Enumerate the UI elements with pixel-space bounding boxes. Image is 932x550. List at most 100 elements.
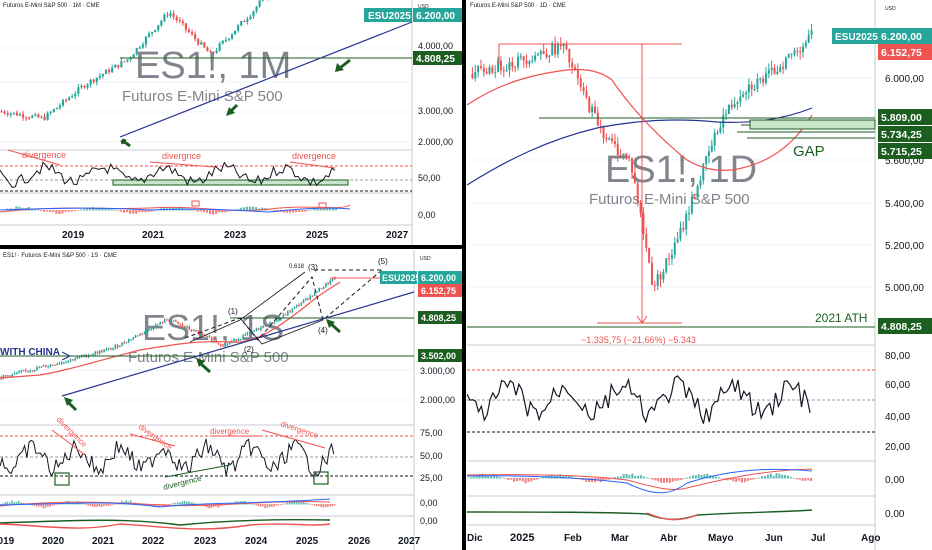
weekly-macd-bar xyxy=(33,504,36,506)
weekly-macd-bar xyxy=(114,503,116,505)
daily-macd-bar xyxy=(798,478,801,480)
daily-macd-bar xyxy=(714,476,717,479)
weekly-candle xyxy=(293,306,296,309)
daily-macd-bar xyxy=(738,478,741,481)
monthly-candles xyxy=(0,0,270,121)
monthly-macd-bar xyxy=(18,206,21,211)
monthly-chart-canvas[interactable]: ES1!, 1M Futuros E-Mini S&P 500 divergen… xyxy=(0,0,462,245)
daily-ma-tag xyxy=(878,44,932,60)
daily-macd-bar xyxy=(735,478,738,483)
daily-candle xyxy=(710,145,713,152)
daily-macd-bar xyxy=(648,478,651,479)
weekly-candle xyxy=(302,299,305,303)
weekly-candle xyxy=(217,342,220,344)
weekly-candle xyxy=(121,342,123,346)
weekly-macd-bar xyxy=(329,504,331,507)
monthly-candle xyxy=(86,84,89,88)
monthly-candle xyxy=(114,64,117,68)
daily-macd-bar xyxy=(614,477,617,479)
weekly-x-2026: 2026 xyxy=(348,536,371,547)
monthly-macd-bar xyxy=(79,209,83,211)
weekly-macd-bar xyxy=(42,504,45,509)
daily-ath-tag-label: 4.808,25 xyxy=(881,321,922,333)
monthly-macd-bar xyxy=(107,208,110,211)
monthly-macd-bar xyxy=(273,210,276,212)
monthly-candle xyxy=(169,13,172,16)
weekly-macd-bar xyxy=(13,501,16,505)
monthly-macd-bar xyxy=(122,210,126,213)
daily-macd-bar xyxy=(484,475,487,479)
weekly-macd-bar xyxy=(318,504,320,507)
daily-chart-canvas[interactable]: ES1!, 1D Futuros E-Mini S&P 500 −1.335,7… xyxy=(467,0,932,550)
monthly-macd-bar xyxy=(212,210,215,215)
weekly-macd-bar xyxy=(96,504,98,507)
weekly-candle xyxy=(208,336,211,338)
weekly-candle xyxy=(161,322,164,324)
daily-macd-bar xyxy=(668,478,671,483)
monthly-candle xyxy=(172,13,175,17)
weekly-chart-panel[interactable]: ES1!, 1S Futuros E-Mini S&P 500 (1) (2) … xyxy=(0,250,462,550)
weekly-candle xyxy=(159,322,161,325)
monthly-arrow-3 xyxy=(335,58,351,72)
daily-candle xyxy=(682,227,685,230)
weekly-wave-5: (5) xyxy=(378,257,388,266)
daily-candle xyxy=(679,227,682,240)
daily-candle xyxy=(514,66,517,68)
daily-macd-bar xyxy=(778,473,781,479)
monthly-watermark-subtitle: Futuros E-Mini S&P 500 xyxy=(122,88,283,105)
daily-chart-panel[interactable]: ES1!, 1D Futuros E-Mini S&P 500 −1.335,7… xyxy=(467,0,932,550)
weekly-macd-bar xyxy=(293,501,296,505)
weekly-candle xyxy=(20,371,23,373)
weekly-candle xyxy=(260,327,262,331)
weekly-candle xyxy=(192,330,195,332)
weekly-candle xyxy=(4,375,7,377)
weekly-macd-bar xyxy=(87,504,89,506)
daily-macd-bar xyxy=(680,478,683,481)
daily-candle xyxy=(790,53,793,55)
weekly-macd-bar xyxy=(286,502,289,505)
weekly-candle xyxy=(22,370,25,372)
weekly-macd-bar xyxy=(309,503,311,505)
daily-gap-mid-label: 5.734,25 xyxy=(881,129,922,141)
weekly-candle xyxy=(42,365,45,367)
weekly-candle xyxy=(107,348,110,350)
monthly-macd-bar xyxy=(242,207,245,211)
weekly-candle xyxy=(287,311,289,315)
monthly-divergence-3: divergence xyxy=(292,151,336,161)
weekly-candle xyxy=(76,356,79,359)
daily-macd-bar xyxy=(530,478,533,482)
daily-candle xyxy=(633,172,636,184)
weekly-macd-bar xyxy=(183,500,186,505)
weekly-macd-bar xyxy=(288,502,291,505)
daily-candle xyxy=(536,54,539,56)
daily-candle xyxy=(497,60,500,73)
daily-candle xyxy=(622,153,625,156)
weekly-china-label: WITH CHINA xyxy=(0,347,60,358)
monthly-chart-panel[interactable]: ES1!, 1M Futuros E-Mini S&P 500 divergen… xyxy=(0,0,462,245)
weekly-arrow-2 xyxy=(196,358,212,374)
monthly-candle xyxy=(141,44,144,48)
weekly-macd-bar xyxy=(51,504,54,506)
daily-macd-bar xyxy=(674,478,677,481)
weekly-chart-canvas[interactable]: ES1!, 1S Futuros E-Mini S&P 500 (1) (2) … xyxy=(0,250,462,550)
monthly-macd-bar xyxy=(113,209,116,211)
daily-macd-bar xyxy=(501,477,504,479)
daily-macd-bar xyxy=(605,478,608,480)
daily-macd-bar xyxy=(640,475,643,479)
weekly-candle xyxy=(228,342,231,345)
daily-candle xyxy=(656,274,659,286)
weekly-macd-bar xyxy=(291,501,293,505)
daily-candle xyxy=(702,163,705,181)
daily-candle xyxy=(810,30,813,35)
daily-candle xyxy=(767,70,770,74)
weekly-macd-bar xyxy=(322,504,325,508)
weekly-macd-bar xyxy=(40,504,42,507)
weekly-candle xyxy=(92,354,94,356)
weekly-candle xyxy=(128,339,130,343)
monthly-macd-bar xyxy=(227,210,230,212)
weekly-macd-bar xyxy=(35,504,38,507)
daily-candle xyxy=(628,156,631,159)
daily-macd-bar xyxy=(784,474,787,479)
monthly-macd-bar xyxy=(150,210,153,212)
daily-candle xyxy=(593,106,596,113)
